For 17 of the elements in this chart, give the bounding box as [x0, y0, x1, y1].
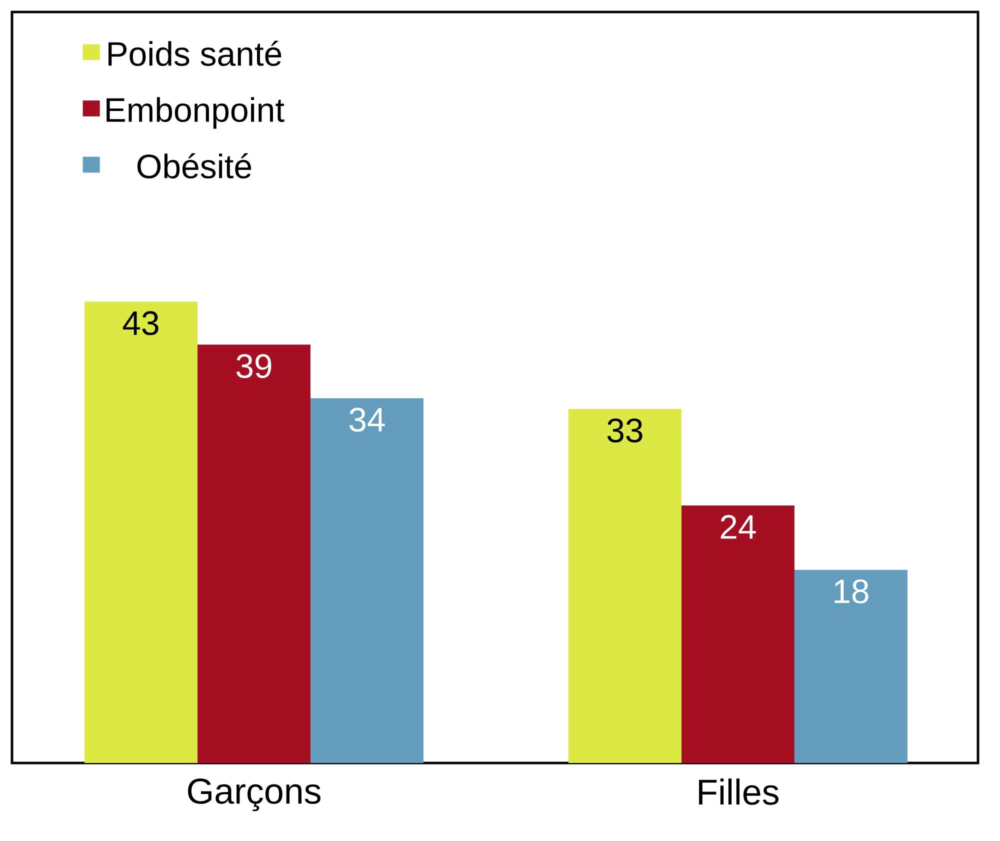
x-tick-label: Garçons	[188, 778, 320, 812]
legend-label: Obésité	[137, 153, 252, 178]
legend-label: Embonpoint	[106, 97, 284, 129]
data-label: 43	[122, 311, 158, 336]
data-label: 34	[349, 408, 385, 432]
legend-label: Poids santé	[108, 40, 282, 66]
bar	[681, 506, 794, 763]
data-label: 24	[720, 515, 756, 539]
bar	[198, 344, 310, 763]
data-label: 18	[834, 579, 868, 604]
data-label: 33	[607, 418, 642, 442]
bar	[84, 302, 198, 763]
data-label: 39	[236, 354, 272, 378]
bar	[568, 408, 682, 763]
x-tick-label: Filles	[699, 778, 778, 805]
bar	[794, 570, 908, 763]
bar	[310, 398, 424, 763]
